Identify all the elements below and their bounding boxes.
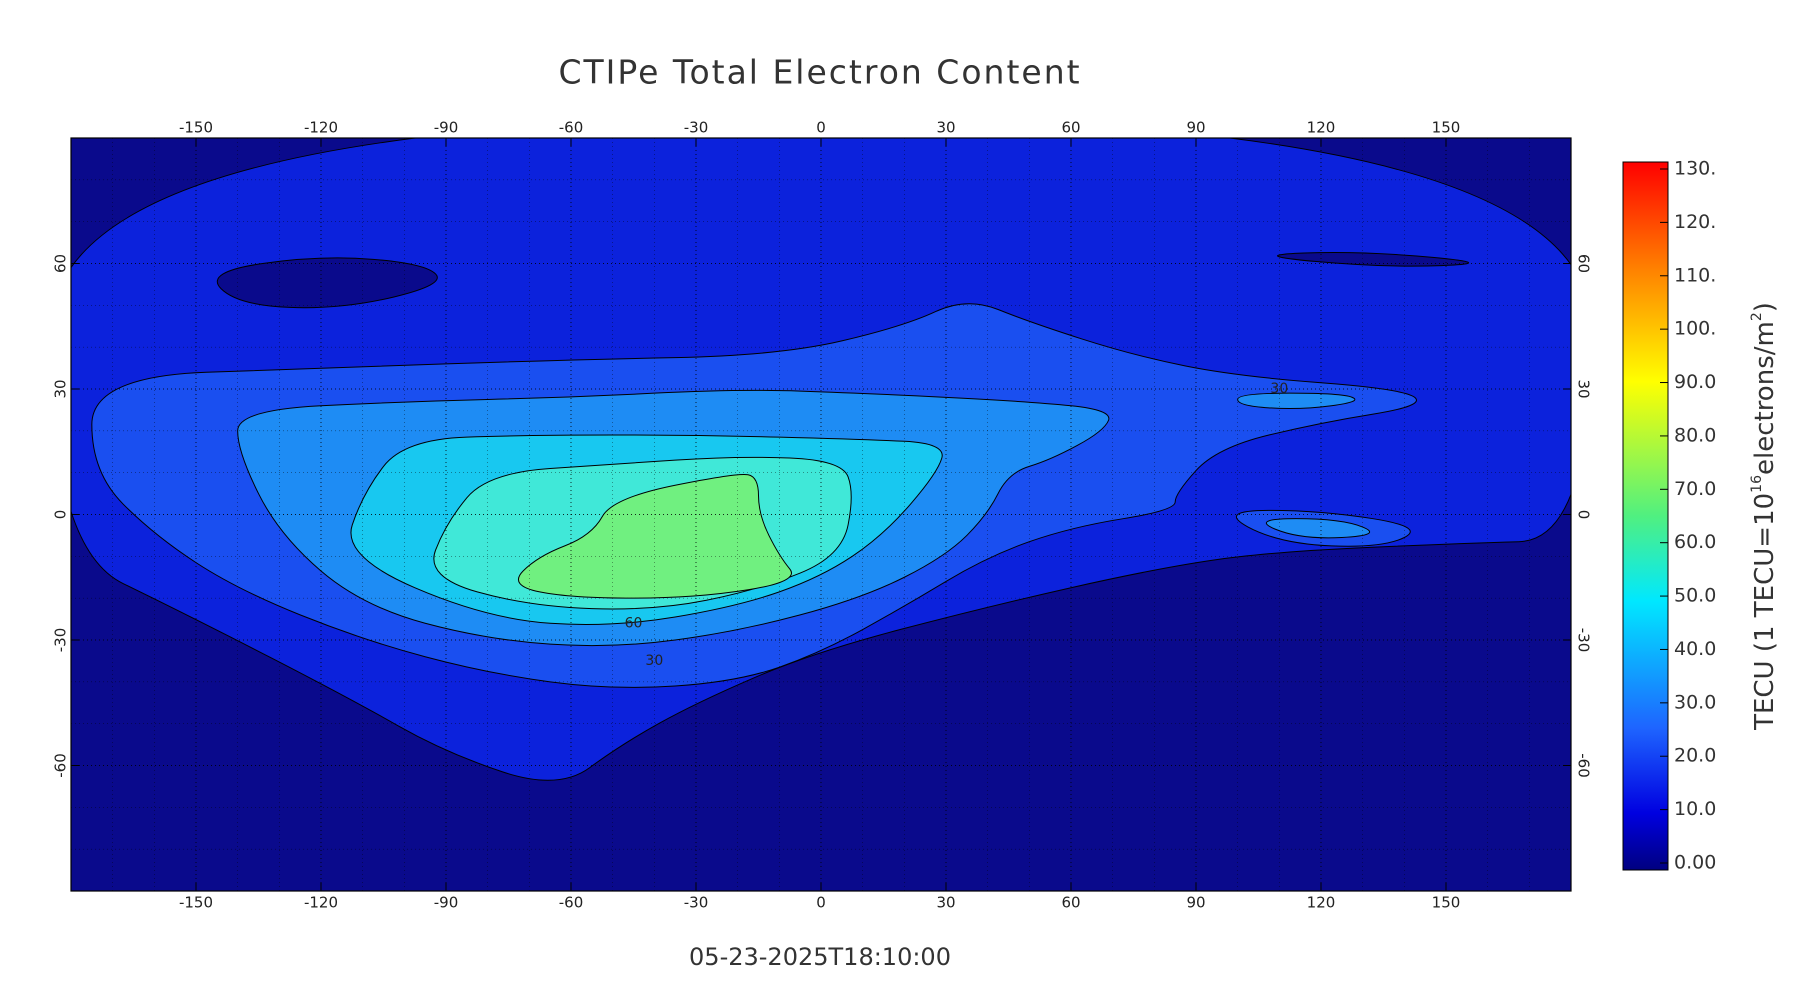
colorbar-tick-label: 130. <box>1674 158 1716 180</box>
colorbar-tick-label: 80.0 <box>1674 424 1716 446</box>
contour-region <box>1237 392 1356 410</box>
y-tick-label: -30 <box>52 628 70 653</box>
x-tick-label: -90 <box>434 894 459 912</box>
axes: -150 -150 -120 -120 -90 -90 -60 -60 -30 -30 0 0 30 30… <box>52 119 1593 912</box>
x-tick-label: 0 <box>816 894 826 912</box>
colorbar-label-part: electrons/m <box>1750 321 1780 475</box>
x-tick-label: -150 <box>179 894 213 912</box>
y-tick-label: 60 <box>1575 254 1593 273</box>
contour-region <box>518 473 792 599</box>
contour-region <box>216 257 438 309</box>
y-tick-label: 60 <box>52 254 70 273</box>
colorbar-tick-label: 40.0 <box>1674 638 1716 660</box>
colorbar-tick-label: 10.0 <box>1674 798 1716 820</box>
x-tick-label: -150 <box>179 119 213 137</box>
colorbar-label: TECU (1 TECU=1016electrons/m2) <box>1749 302 1780 731</box>
colorbar-tick-label: 0.00 <box>1674 852 1716 874</box>
timestamp: 05-23-2025T18:10:00 <box>689 943 951 971</box>
colorbar-tick-label: 60.0 <box>1674 531 1716 553</box>
colorbar-tick-label: 100. <box>1674 318 1716 340</box>
x-tick-label: 120 <box>1307 894 1336 912</box>
x-tick-label: -90 <box>434 119 459 137</box>
colorbar-label-part: TECU (1 TECU=10 <box>1750 493 1780 731</box>
x-tick-label: 90 <box>1186 119 1205 137</box>
x-tick-label: -30 <box>684 119 709 137</box>
chart-title: CTIPe Total Electron Content <box>558 53 1081 92</box>
x-tick-label: 150 <box>1432 894 1461 912</box>
colorbar: 0.00 10.0 20.0 30.0 40.0 50.0 60.0 70.0 80.0 90.0… <box>1622 158 1716 874</box>
colorbar-label-part: 2 <box>1749 312 1765 321</box>
x-tick-label: 0 <box>816 119 826 137</box>
x-tick-label: 60 <box>1061 119 1080 137</box>
contour-region <box>1265 518 1371 539</box>
x-tick-label: -60 <box>559 894 584 912</box>
x-tick-label: 90 <box>1186 894 1205 912</box>
contour-label: 60 <box>625 615 643 631</box>
y-tick-label: -60 <box>1575 753 1593 778</box>
colorbar-tick-label: 50.0 <box>1674 585 1716 607</box>
colorbar-tick-label: 30.0 <box>1674 691 1716 713</box>
colorbar-label-part: 16 <box>1749 475 1765 493</box>
y-tick-label: -60 <box>52 753 70 778</box>
colorbar-scale <box>1622 161 1669 871</box>
y-tick-label: 30 <box>1575 379 1593 398</box>
x-tick-label: 60 <box>1061 894 1080 912</box>
x-tick-label: 30 <box>936 894 955 912</box>
x-tick-label: -120 <box>304 894 338 912</box>
x-tick-label: -30 <box>684 894 709 912</box>
y-tick-label: 0 <box>52 510 70 520</box>
colorbar-tick-label: 110. <box>1674 264 1716 286</box>
colorbar-tick-label: 120. <box>1674 211 1716 233</box>
colorbar-tick-label: 20.0 <box>1674 745 1716 767</box>
x-tick-label: 120 <box>1307 119 1336 137</box>
x-tick-label: -60 <box>559 119 584 137</box>
x-tick-label: 30 <box>936 119 955 137</box>
colorbar-tick-label: 90.0 <box>1674 371 1716 393</box>
colorbar-tick-label: 70.0 <box>1674 478 1716 500</box>
y-tick-label: -30 <box>1575 628 1593 653</box>
y-tick-label: 0 <box>1575 510 1593 520</box>
y-tick-label: 30 <box>52 379 70 398</box>
x-tick-label: 150 <box>1432 119 1461 137</box>
x-tick-label: -120 <box>304 119 338 137</box>
colorbar-label-part: ) <box>1750 302 1780 312</box>
contour-label: 30 <box>645 653 663 669</box>
contour-region <box>1277 252 1469 267</box>
